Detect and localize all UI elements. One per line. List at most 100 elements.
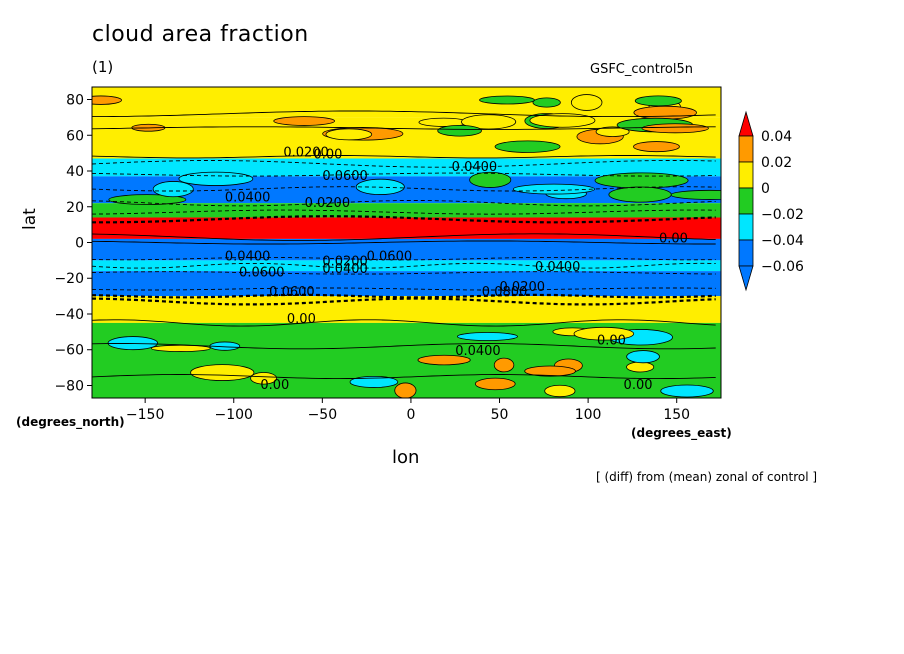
x-axis-label: lon: [392, 447, 420, 468]
footnote: [ (diff) from (mean) zonal of control ]: [596, 470, 818, 484]
anomaly-patch: [474, 377, 516, 391]
y-tick-label: 40: [66, 164, 84, 180]
chart-title: cloud area fraction: [92, 22, 309, 47]
x-tick-label: 150: [663, 407, 690, 423]
contour-line: [92, 126, 716, 130]
contour-line: [92, 343, 716, 350]
contour-label: 0.0400: [225, 190, 271, 205]
colorbar-segment: [738, 239, 754, 267]
y-tick-label: −20: [54, 271, 84, 287]
anomaly-patch: [524, 365, 576, 377]
anomaly-patch: [595, 126, 630, 137]
contour-line: [92, 209, 716, 215]
anomaly-patch: [469, 171, 512, 188]
colorbar-label: 0.02: [761, 155, 792, 171]
contour-line: [92, 271, 716, 275]
anomaly-patch: [479, 95, 535, 105]
y-tick-label: −40: [54, 307, 84, 323]
contour-line: [92, 200, 716, 207]
x-tick-label: −150: [126, 407, 164, 423]
anomaly-patch: [544, 384, 576, 398]
contour-line: [92, 186, 716, 192]
colorbar-label: 0.04: [761, 129, 792, 145]
anomaly-patch: [493, 357, 515, 373]
anomaly-patch: [532, 97, 561, 108]
anomaly-patch: [417, 354, 471, 366]
contour-label: 0.0400: [455, 344, 501, 359]
anomaly-patch: [152, 181, 194, 198]
anomaly-patch: [178, 171, 254, 186]
contour-label: 0.0600: [367, 249, 413, 264]
anomaly-patch: [456, 332, 518, 341]
colorbar-segment: [738, 161, 754, 189]
contour-line: [92, 240, 716, 245]
anomaly-patch: [633, 141, 680, 153]
contour-label: 0.0200: [305, 196, 351, 211]
anomaly-patch: [394, 382, 417, 398]
colorbar-segment: [738, 187, 754, 215]
contour-label: 0.00: [313, 147, 342, 162]
anomaly-patch: [250, 372, 278, 385]
run-label: GSFC_control5n: [590, 62, 693, 77]
x-tick-label: −100: [215, 407, 253, 423]
zonal-band-4: [92, 203, 721, 218]
colorbar-label: 0: [761, 181, 770, 197]
contour-label: 0.00: [659, 232, 688, 247]
contour-label: 0.0400: [535, 260, 581, 275]
contour-line: [92, 172, 716, 177]
anomaly-patch: [670, 189, 721, 200]
anomaly-patch: [325, 128, 373, 141]
x-tick-label: 0: [406, 407, 415, 423]
contour-label: 0.0600: [269, 285, 315, 300]
contour-label: 0.00: [287, 312, 316, 327]
anomaly-patch: [92, 95, 122, 105]
anomaly-patch: [626, 350, 660, 364]
contour-label: 0.0200: [283, 146, 329, 161]
anomaly-patch: [190, 364, 255, 381]
plot-area: 0.000.02000.000.04000.06000.02000.04000.…: [92, 76, 721, 398]
y-tick-label: 0: [75, 236, 84, 252]
y-tick-label: −80: [54, 378, 84, 394]
anomaly-patch: [660, 384, 714, 398]
contour-line: [92, 374, 716, 380]
y-tick-label: −60: [54, 343, 84, 359]
anomaly-patch: [570, 94, 603, 111]
anomaly-patch: [608, 186, 672, 203]
colorbar-segment: [738, 213, 754, 241]
anomaly-patch: [494, 140, 561, 153]
anomaly-patch: [626, 361, 655, 373]
contour-line: [92, 256, 716, 261]
y-axis-units: (degrees_north): [16, 415, 125, 429]
x-tick-label: 50: [491, 407, 509, 423]
contour-line: [92, 262, 716, 269]
contour-label: 0.0400: [452, 160, 498, 175]
contour-label: 0.0200: [500, 280, 546, 295]
colorbar-label: −0.06: [761, 259, 804, 275]
contour-line: [92, 319, 716, 327]
chart-subtitle: (1): [92, 58, 114, 76]
contour-label: 0.00: [624, 378, 653, 393]
anomaly-patch: [437, 125, 482, 137]
colorbar-label: −0.04: [761, 233, 804, 249]
anomaly-patch: [349, 375, 399, 388]
zonal-band-8: [92, 271, 721, 297]
contour-label: 0.0600: [322, 169, 368, 184]
contour-line: [92, 215, 716, 224]
zonal-band-7: [92, 260, 721, 272]
contour-line: [92, 160, 716, 168]
contour-label: 0.00: [313, 76, 342, 91]
anomaly-patch: [512, 183, 595, 195]
contour-line: [92, 293, 716, 299]
anomaly-patch: [633, 105, 697, 120]
colorbar-top-arrow: [738, 110, 754, 137]
zonal-band-2: [92, 158, 721, 177]
anomaly-patch: [594, 172, 689, 189]
y-tick-label: 80: [66, 93, 84, 109]
y-tick-label: 60: [66, 128, 84, 144]
x-tick-label: −50: [308, 407, 338, 423]
anomaly-patch: [573, 326, 635, 341]
contour-label: 0.0800: [482, 285, 528, 300]
colorbar-bottom-arrow: [738, 265, 754, 292]
contour-label: 0.00: [597, 333, 626, 348]
